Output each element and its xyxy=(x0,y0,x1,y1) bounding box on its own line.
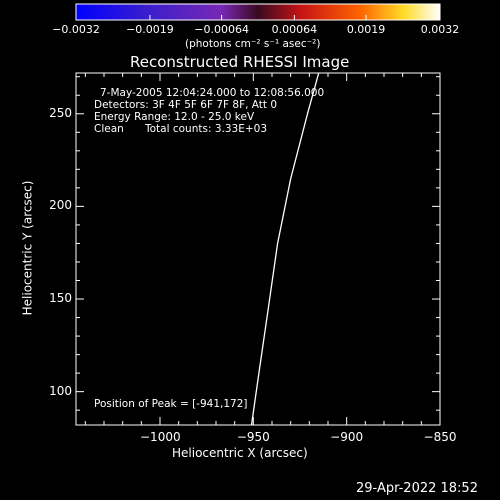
method-label: Clean xyxy=(94,123,124,135)
y-tick-label: 250 xyxy=(49,105,72,120)
x-tick-label: −850 xyxy=(423,430,457,444)
chart-title: Reconstructed RHESSI Image xyxy=(130,53,350,71)
colorbar-tick-label: −0.00064 xyxy=(194,23,249,36)
y-axis-label: Heliocentric Y (arcsec) xyxy=(20,180,35,316)
plot-frame xyxy=(75,72,441,426)
peak-position-label: Position of Peak = [-941,172] xyxy=(94,398,248,410)
x-tick-label: −1000 xyxy=(140,430,181,444)
energy-range-label: Energy Range: 12.0 - 25.0 keV xyxy=(94,111,255,123)
detectors-label: Detectors: 3F 4F 5F 6F 7F 8F, Att 0 xyxy=(94,99,278,111)
x-axis-label: Heliocentric X (arcsec) xyxy=(172,446,308,460)
y-tick-label: 150 xyxy=(49,291,72,306)
colorbar xyxy=(75,3,441,21)
x-tick-label: −950 xyxy=(236,430,270,444)
colorbar-tick-label: −0.0019 xyxy=(126,23,174,36)
footer-date: 29-Apr-2022 18:52 xyxy=(356,481,478,496)
axis-ticks xyxy=(76,73,441,425)
colorbar-tick-label: −0.0032 xyxy=(52,23,100,36)
total-counts-label: Total counts: 3.33E+03 xyxy=(145,123,268,135)
colorbar-tick-label: 0.0019 xyxy=(346,23,386,36)
colorbar-tick-label: 0.0032 xyxy=(420,23,460,36)
y-tick-label: 100 xyxy=(49,383,72,398)
time-range-label: 7-May-2005 12:04:24.000 to 12:08:56.000 xyxy=(100,87,325,99)
colorbar-unit-label: (photons cm⁻² s⁻¹ asec⁻²) xyxy=(185,38,321,50)
colorbar-ticks xyxy=(75,15,441,20)
y-tick-label: 200 xyxy=(49,198,72,213)
colorbar-tick-label: 0.00064 xyxy=(271,23,318,36)
x-tick-label: −900 xyxy=(330,430,364,444)
solar-limb-curve xyxy=(250,72,320,426)
